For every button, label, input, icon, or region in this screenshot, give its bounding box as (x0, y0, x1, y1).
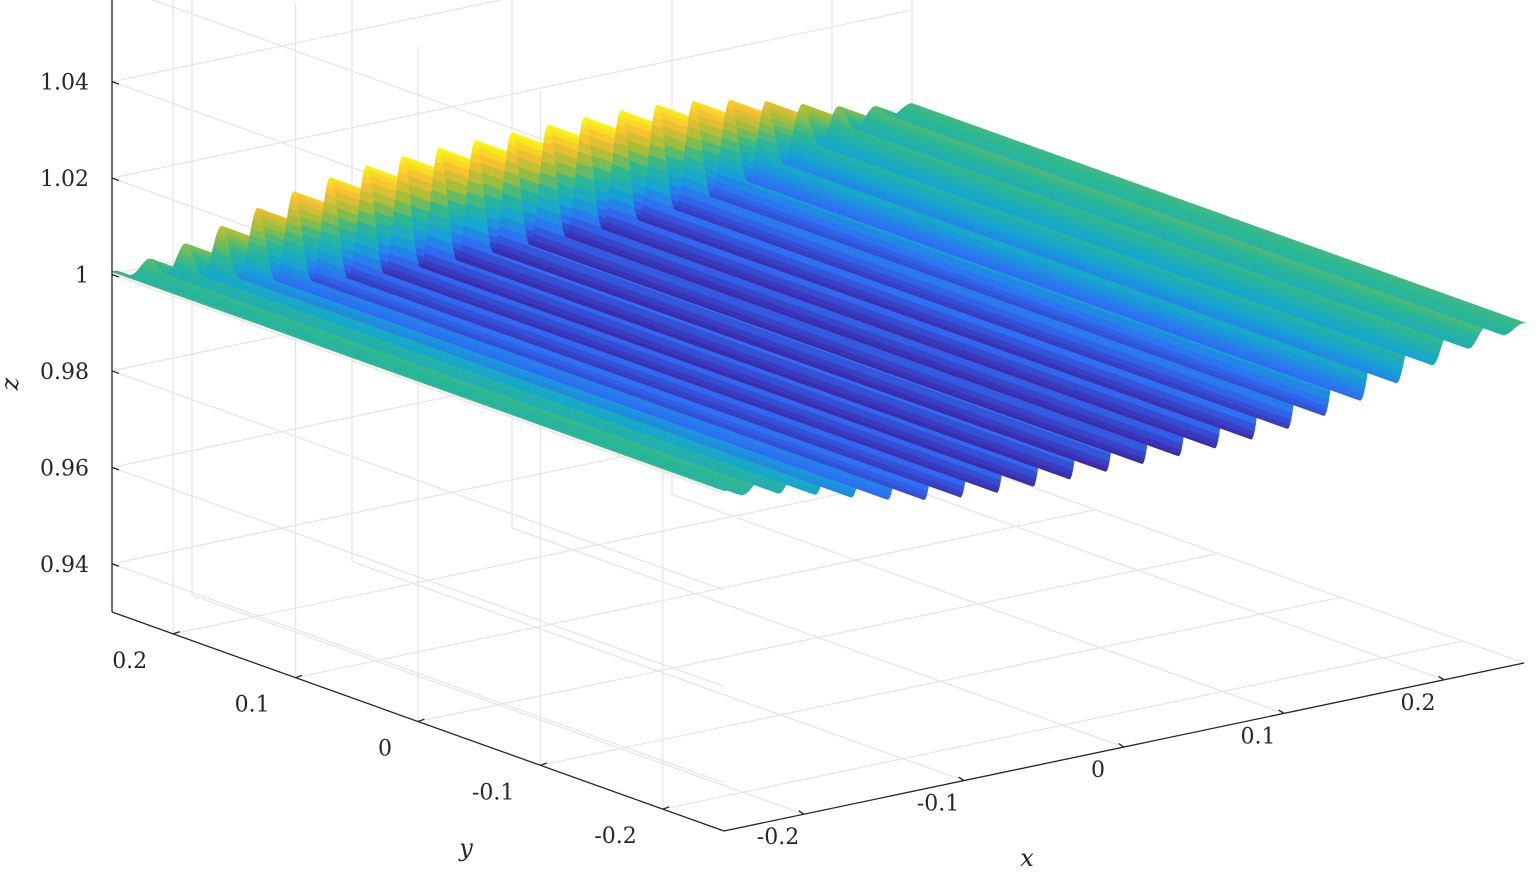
grid-line-z-back (111, 0, 504, 83)
z-axis-label: z (0, 377, 24, 391)
grid-box-edge (911, 443, 1525, 664)
z-tick-label: 1.02 (40, 167, 89, 192)
z-tick-label: 1.04 (40, 71, 89, 96)
x-tick-mark (1438, 675, 1445, 681)
y-tick-mark (540, 762, 548, 766)
y-tick-mark (417, 718, 425, 723)
z-tick-label: 0.98 (40, 360, 89, 385)
z-tick-mark (111, 563, 120, 567)
y-tick-label: 0.2 (112, 649, 147, 674)
x-tick-label: -0.2 (757, 825, 799, 850)
z-tick-mark (111, 81, 120, 85)
y-tick-mark (662, 806, 670, 810)
grid-line-x-floor (671, 493, 1285, 714)
z-tick-mark (111, 370, 120, 375)
axes: -0.2 -0.1 0 0.1 0.2 -0.2 -0.1 0 0.1 0.2 0.94 0.96 0.… (40, 0, 1525, 850)
grid-line-x-floor (351, 561, 965, 782)
x-tick-mark (958, 776, 965, 782)
z-tick-mark (111, 177, 120, 182)
x-axis-label: x (1020, 844, 1034, 872)
y-tick-label: 0.1 (235, 693, 270, 718)
y-tick-label: -0.1 (472, 780, 514, 805)
grid-line-x-floor (511, 527, 1125, 748)
y-tick-mark (172, 630, 180, 635)
z-tick-label: 0.94 (40, 553, 89, 578)
grid-line-x-floor (191, 594, 805, 815)
z-tick-mark (111, 466, 120, 471)
y-axis-label: y (458, 834, 473, 862)
z-tick-label: 1 (75, 264, 89, 289)
y-tick-mark (295, 674, 303, 679)
x-tick-mark (1278, 709, 1285, 714)
x-tick-mark (1118, 742, 1125, 748)
x-tick-label: 0.1 (1241, 724, 1276, 749)
z-tick-mark (111, 273, 120, 278)
y-tick-label: -0.2 (594, 824, 636, 849)
x-tick-label: 0.2 (1401, 691, 1436, 716)
x-tick-label: -0.1 (917, 792, 959, 817)
surface-strip (909, 103, 1526, 324)
x-tick-label: 0 (1091, 758, 1105, 783)
surface-mesh (110, 99, 1526, 500)
z-tick-label: 0.96 (40, 456, 89, 481)
x-tick-mark (798, 810, 805, 815)
grid-line-x-floor (831, 460, 1445, 681)
y-tick-label: 0 (378, 737, 392, 762)
